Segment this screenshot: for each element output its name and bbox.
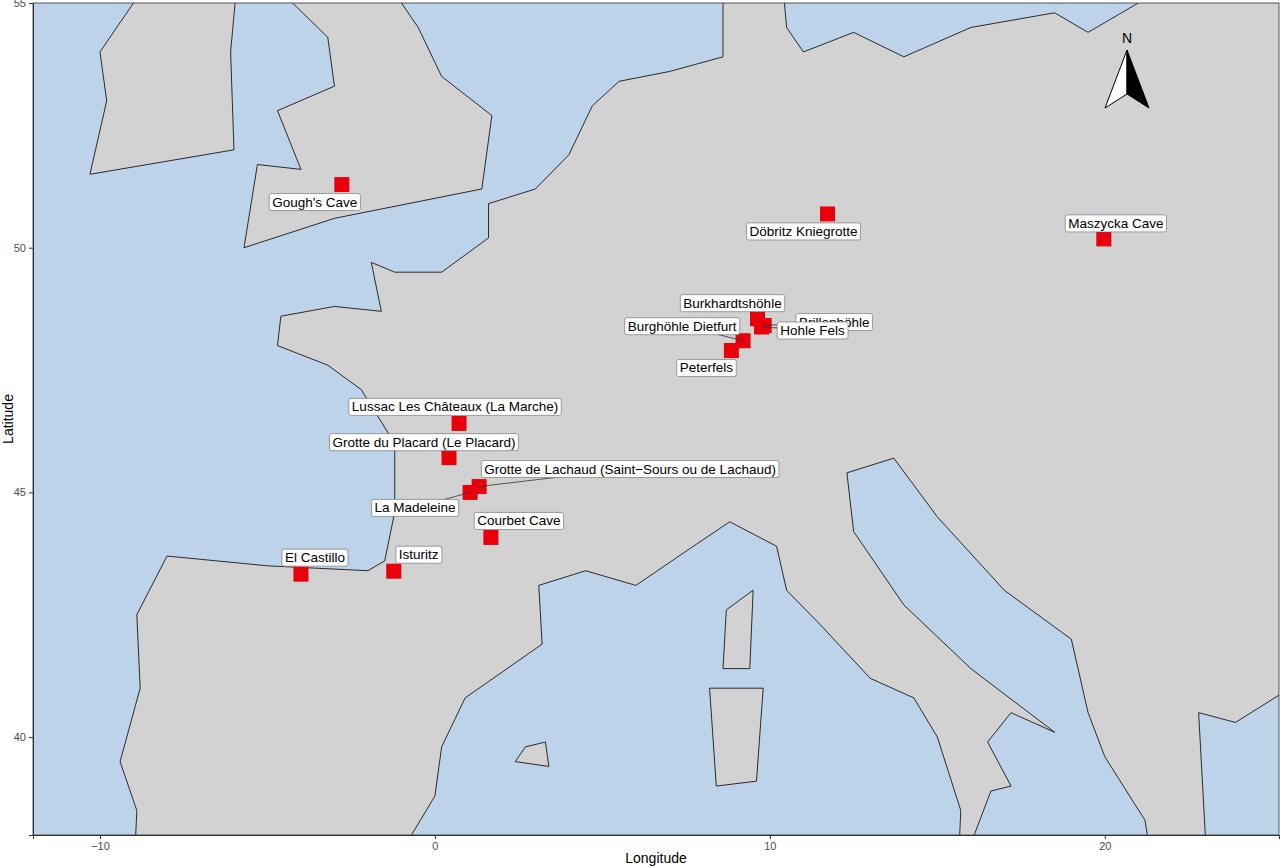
axis-line (34, 836, 1280, 840)
sea (401, 458, 1155, 835)
label-box (349, 398, 561, 415)
site-name: Burkhardtshöhle (683, 296, 781, 311)
tick-mark (1105, 835, 1106, 839)
tick-label: 10 (764, 840, 776, 852)
site-name: Courbet Cave (477, 513, 560, 528)
site-name: Döbritz Kniegrotte (749, 224, 857, 239)
tick-mark (770, 835, 771, 839)
north-arrow-half (1105, 50, 1127, 108)
tick: 45 (14, 486, 33, 498)
y-axis: 40 45 50 55 (14, 0, 34, 835)
y-axis-title: Latitude (0, 394, 16, 444)
tick: −10 (91, 835, 110, 852)
axis-line (29, 4, 34, 836)
site-labels: Gough's Cave Döbritz Kniegrotte Maszycka C… (269, 194, 1166, 567)
tick-label: 0 (432, 840, 438, 852)
site-label: Lussac Les Châteaux (La Marche) (349, 398, 561, 415)
site-name: Maszycka Cave (1068, 216, 1163, 231)
label-box (372, 499, 459, 516)
site-marker (1096, 231, 1111, 246)
site-label: El Castillo (282, 549, 348, 566)
site-label: Grotte du Placard (Le Placard) (329, 434, 518, 451)
tick-label: 55 (14, 0, 26, 9)
tick-mark (29, 492, 33, 493)
site-name: Hohle Fels (780, 323, 845, 338)
site-marker (386, 564, 401, 579)
label-box (777, 322, 848, 339)
site-name: Gough's Cave (272, 195, 357, 210)
sea (1199, 693, 1279, 835)
site-marker (442, 450, 457, 465)
site-name: Grotte du Placard (Le Placard) (332, 435, 515, 450)
tick-label: 40 (14, 731, 26, 743)
label-box (269, 194, 360, 211)
north-label: N (1122, 30, 1132, 46)
site-name: Isturitz (399, 547, 439, 562)
sea (780, 3, 1138, 57)
label-box (677, 359, 737, 376)
label-box (625, 318, 740, 335)
site-name: El Castillo (285, 550, 345, 565)
land (515, 742, 548, 766)
x-axis-title: Longitude (625, 850, 687, 866)
tick-label: −10 (91, 840, 110, 852)
land (90, 3, 237, 174)
label-box (680, 295, 784, 312)
plot-frame (33, 3, 1279, 835)
tick-mark (29, 737, 33, 738)
land (723, 590, 753, 668)
site-marker (820, 206, 835, 221)
label-box (282, 549, 348, 566)
site-label: Hohle Fels (762, 322, 849, 339)
site-label: Peterfels (677, 359, 737, 376)
site-name: La Madeleine (375, 500, 456, 515)
site-label: Burghöhle Dietfurt (625, 318, 743, 341)
label-box (396, 546, 442, 563)
north-arrow: N (1105, 30, 1149, 108)
label-box (1065, 215, 1166, 232)
site-label: Burkhardtshöhle (680, 295, 784, 312)
site-marker (452, 416, 467, 431)
north-arrow-half (1127, 50, 1149, 108)
site-name: Lussac Les Châteaux (La Marche) (352, 399, 558, 414)
land (710, 688, 764, 786)
site-label: Döbritz Kniegrotte (746, 223, 860, 240)
site-label: La Madeleine (372, 492, 471, 516)
tick: 0 (432, 835, 438, 852)
site-label: Gough's Cave (269, 194, 360, 211)
site-marker (334, 177, 349, 192)
tick: 40 (14, 731, 33, 743)
land (244, 3, 492, 248)
site-name: Peterfels (680, 360, 734, 375)
map: −10 0 10 20 40 45 50 55 Longitude Latitude N Gough'… (0, 0, 1280, 867)
label-box (746, 223, 860, 240)
sites (293, 177, 1111, 582)
tick-mark (29, 248, 33, 249)
site-marker (724, 343, 739, 358)
tick-label: 50 (14, 242, 26, 254)
tick: 20 (1099, 835, 1111, 852)
tick: 55 (14, 0, 33, 9)
site-marker (293, 567, 308, 582)
tick: 50 (14, 242, 33, 254)
tick-label: 45 (14, 486, 26, 498)
tick-mark (29, 3, 33, 4)
label-box (481, 461, 779, 478)
site-name: Burghöhle Dietfurt (628, 319, 737, 334)
site-label: Isturitz (396, 546, 442, 563)
basemap (33, 3, 1279, 835)
tick-mark (435, 835, 436, 839)
label-box (474, 512, 563, 529)
tick-label: 20 (1099, 840, 1111, 852)
tick-mark (100, 835, 101, 839)
site-label: Maszycka Cave (1065, 215, 1166, 232)
label-box (329, 434, 518, 451)
site-marker (483, 530, 498, 545)
site-name: Grotte de Lachaud (Saint−Sours ou de Lac… (484, 462, 776, 477)
site-label: Courbet Cave (474, 512, 563, 529)
tick: 10 (764, 835, 776, 852)
site-label: Grotte de Lachaud (Saint−Sours ou de Lac… (479, 461, 779, 487)
